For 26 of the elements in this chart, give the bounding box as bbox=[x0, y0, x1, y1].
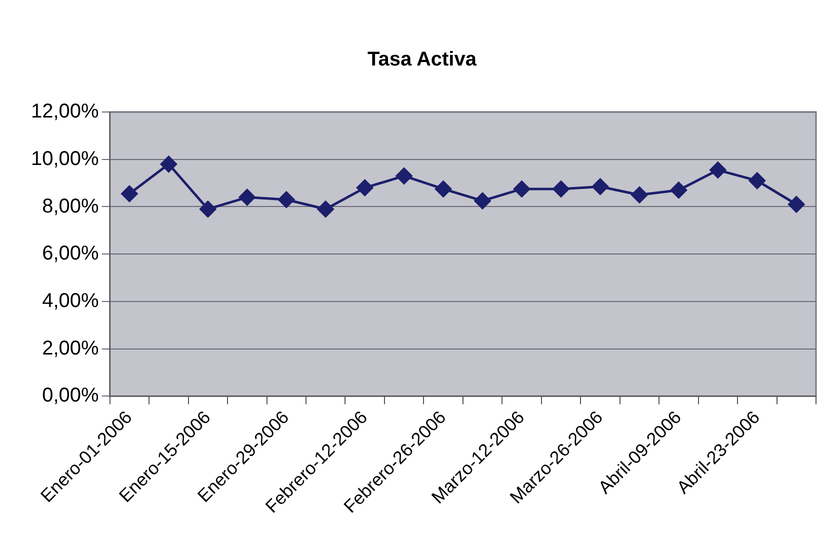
y-tick-label: 8,00% bbox=[42, 195, 100, 218]
point bbox=[592, 178, 608, 195]
point bbox=[356, 180, 374, 196]
y-tick-label: 6,00% bbox=[42, 242, 100, 265]
point bbox=[200, 200, 216, 218]
point bbox=[121, 185, 138, 202]
point bbox=[552, 180, 570, 198]
point bbox=[238, 189, 256, 206]
point bbox=[435, 180, 452, 198]
point bbox=[317, 200, 334, 218]
y-tick-label: 4,00% bbox=[42, 290, 100, 312]
point bbox=[710, 162, 726, 178]
point bbox=[631, 186, 648, 204]
point bbox=[670, 182, 687, 198]
y-tick-label: 10,00% bbox=[30, 148, 100, 170]
point bbox=[748, 172, 766, 189]
chart-title: Tasa Activa bbox=[368, 48, 478, 71]
point bbox=[474, 192, 491, 210]
point bbox=[396, 168, 412, 184]
y-tick-label: 2,00% bbox=[42, 337, 100, 360]
point bbox=[788, 196, 805, 213]
point bbox=[278, 191, 295, 208]
y-tick-label: 12,00% bbox=[30, 100, 100, 123]
point bbox=[514, 180, 530, 198]
point bbox=[160, 156, 177, 172]
y-tick-label: 0,00% bbox=[42, 384, 100, 407]
